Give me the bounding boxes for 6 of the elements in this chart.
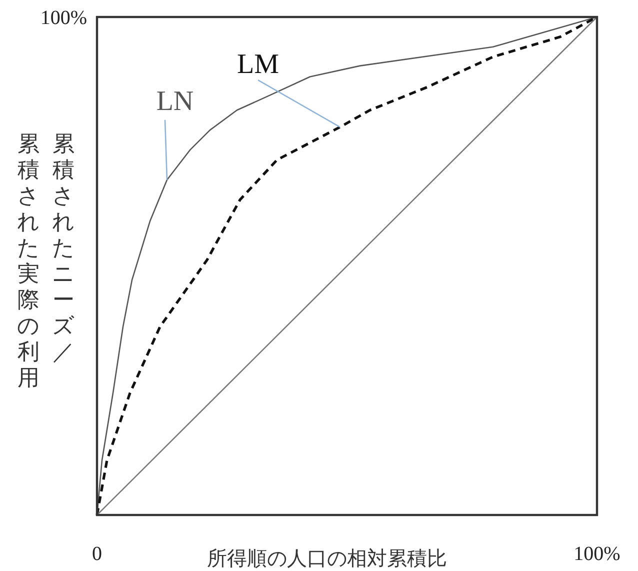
- x-tick-label: 0: [92, 543, 102, 565]
- text: 累積されたニーズ／累積された実際の利用: [17, 132, 75, 391]
- series-label: LN: [156, 86, 194, 117]
- text: LM: [237, 49, 280, 80]
- text: 100%: [40, 7, 87, 29]
- x-axis-title: 所得順の人口の相対累積比: [207, 546, 447, 570]
